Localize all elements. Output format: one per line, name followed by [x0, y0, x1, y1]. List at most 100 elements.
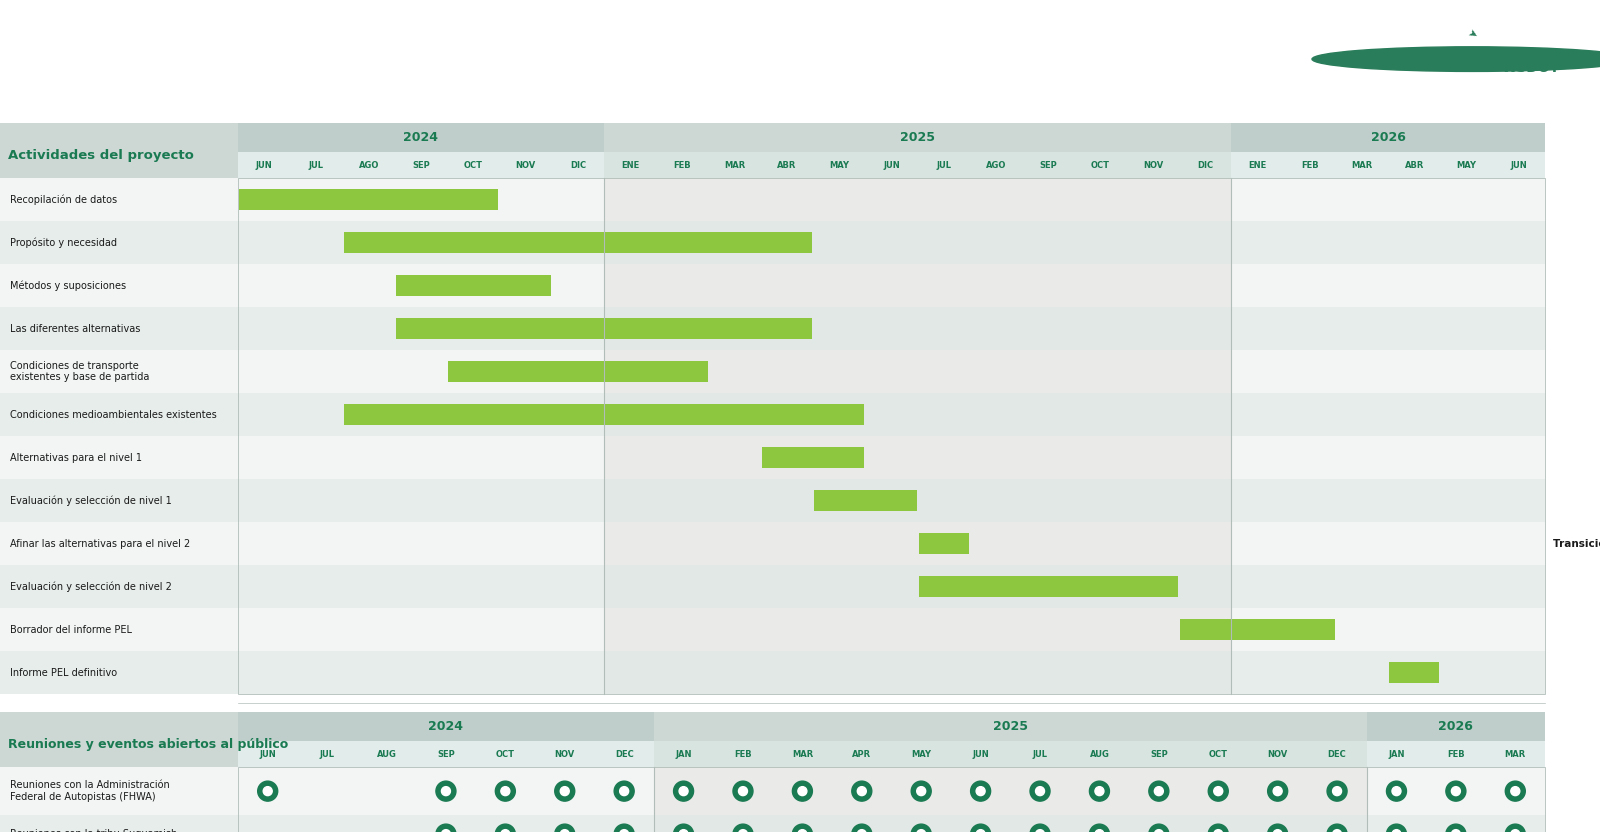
Bar: [342, 221, 395, 264]
Bar: [1126, 651, 1179, 694]
Bar: [1493, 152, 1546, 178]
Bar: [0, 651, 238, 694]
Bar: [290, 436, 342, 479]
Text: DEC: DEC: [1328, 750, 1347, 759]
Bar: [298, 815, 357, 832]
Bar: [709, 178, 762, 221]
Bar: [446, 350, 499, 394]
Bar: [918, 436, 970, 479]
Bar: [238, 815, 298, 832]
Bar: [654, 767, 714, 815]
Bar: [709, 565, 762, 608]
Bar: [552, 221, 603, 264]
Bar: [1440, 394, 1493, 436]
Circle shape: [435, 781, 456, 801]
Circle shape: [1326, 781, 1347, 801]
Text: 2024: 2024: [403, 131, 438, 144]
Bar: [290, 350, 342, 394]
Circle shape: [442, 786, 451, 795]
Bar: [290, 152, 342, 178]
Bar: [1179, 307, 1232, 350]
Bar: [1440, 522, 1493, 565]
Bar: [446, 522, 499, 565]
Bar: [603, 436, 656, 479]
Bar: [1126, 264, 1179, 307]
Bar: [709, 608, 762, 651]
Bar: [603, 522, 656, 565]
Circle shape: [1154, 830, 1163, 832]
Bar: [1248, 767, 1307, 815]
Bar: [762, 394, 813, 436]
Bar: [866, 307, 918, 350]
Bar: [918, 221, 970, 264]
Text: en la zona Gorst de la SR 3: en la zona Gorst de la SR 3: [19, 80, 325, 99]
Bar: [1232, 307, 1283, 350]
Circle shape: [496, 825, 515, 832]
Bar: [603, 123, 1232, 152]
Circle shape: [1392, 830, 1402, 832]
Text: OCT: OCT: [496, 750, 515, 759]
Bar: [709, 350, 762, 394]
Bar: [1336, 178, 1389, 221]
Bar: [446, 565, 499, 608]
Text: DIC: DIC: [570, 161, 586, 170]
Bar: [552, 651, 603, 694]
Circle shape: [1510, 830, 1520, 832]
Bar: [290, 178, 342, 221]
Circle shape: [976, 786, 986, 795]
Bar: [552, 436, 603, 479]
Bar: [1022, 152, 1075, 178]
Text: JUN: JUN: [1510, 161, 1528, 170]
Bar: [395, 178, 446, 221]
Bar: [395, 608, 446, 651]
Bar: [813, 221, 866, 264]
Bar: [814, 490, 917, 512]
Bar: [1283, 479, 1336, 522]
Bar: [342, 522, 395, 565]
Circle shape: [619, 786, 629, 795]
Bar: [866, 221, 918, 264]
Bar: [357, 767, 416, 815]
Text: Transicionar a NEPA: Transicionar a NEPA: [1554, 538, 1600, 548]
Text: FEB: FEB: [1446, 750, 1464, 759]
Bar: [446, 264, 499, 307]
Bar: [762, 436, 813, 479]
Bar: [1389, 152, 1440, 178]
Bar: [1126, 522, 1179, 565]
Bar: [1070, 767, 1130, 815]
Bar: [499, 350, 552, 394]
Bar: [1366, 741, 1426, 767]
Bar: [1232, 123, 1546, 152]
Bar: [0, 608, 238, 651]
Text: Métodos y suposiciones: Métodos y suposiciones: [10, 280, 126, 291]
Bar: [1126, 307, 1179, 350]
Bar: [1283, 651, 1336, 694]
Bar: [534, 815, 595, 832]
Bar: [0, 815, 238, 832]
Bar: [1075, 608, 1126, 651]
Circle shape: [1149, 825, 1170, 832]
Bar: [446, 479, 499, 522]
Circle shape: [560, 786, 570, 795]
Bar: [709, 479, 762, 522]
Bar: [0, 712, 238, 767]
Bar: [1307, 815, 1366, 832]
Bar: [709, 436, 762, 479]
Text: ENE: ENE: [1248, 161, 1267, 170]
Circle shape: [1090, 781, 1109, 801]
Bar: [714, 767, 773, 815]
Bar: [1010, 767, 1070, 815]
Bar: [866, 178, 918, 221]
Bar: [0, 307, 238, 350]
Bar: [0, 178, 238, 221]
Bar: [499, 178, 552, 221]
Bar: [534, 741, 595, 767]
Circle shape: [971, 781, 990, 801]
Bar: [656, 307, 709, 350]
Bar: [1440, 221, 1493, 264]
Bar: [813, 350, 866, 394]
Circle shape: [614, 825, 634, 832]
Bar: [1389, 565, 1440, 608]
Bar: [395, 307, 446, 350]
Bar: [656, 479, 709, 522]
